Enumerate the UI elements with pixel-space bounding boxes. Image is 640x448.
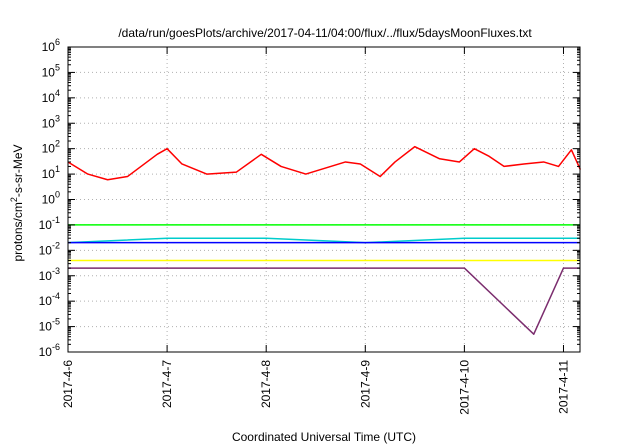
y-tick-exponent: 2 xyxy=(55,139,60,149)
y-axis-label-sup: 2 xyxy=(9,197,19,202)
y-tick-label: 10-1 xyxy=(39,215,60,232)
y-tick-label: 10-5 xyxy=(39,317,60,334)
series-line-5 xyxy=(68,267,581,335)
y-tick-exponent: -1 xyxy=(52,215,60,225)
y-tick-exponent: 3 xyxy=(55,113,60,123)
y-tick-exponent: 5 xyxy=(55,62,60,72)
x-tick-label: 2017-4-10 xyxy=(457,360,471,415)
x-tick-label: 2017-4-7 xyxy=(160,360,174,408)
grid xyxy=(68,47,580,352)
y-tick-label: 103 xyxy=(42,113,60,130)
y-tick-label: 10-6 xyxy=(39,342,60,359)
y-tick-exponent: -6 xyxy=(52,342,60,352)
y-tick-exponent: -4 xyxy=(52,291,60,301)
x-axis-label: Coordinated Universal Time (UTC) xyxy=(232,430,416,444)
y-tick-label: 104 xyxy=(42,88,60,105)
x-tick-label: 2017-4-8 xyxy=(259,360,273,408)
y-tick-exponent: 0 xyxy=(55,190,60,200)
y-axis-label: protons/cm2-s-sr-MeV xyxy=(9,144,25,261)
y-tick-exponent: 1 xyxy=(55,164,60,174)
y-tick-label: 10-2 xyxy=(39,240,60,257)
y-tick-exponent: -2 xyxy=(52,240,60,250)
y-tick-label: 105 xyxy=(42,62,60,79)
chart-title: /data/run/goesPlots/archive/2017-04-11/0… xyxy=(118,26,532,40)
y-tick-label: 10-3 xyxy=(39,266,60,283)
y-tick-label: 106 xyxy=(42,37,60,54)
x-tick-label: 2017-4-9 xyxy=(358,360,372,408)
y-axis-label-rest: -s-sr-MeV xyxy=(11,144,25,197)
x-tick-labels: 2017-4-6 2017-4-7 2017-4-8 2017-4-9 2017-4-1… xyxy=(61,360,570,415)
y-tick-exponent: 6 xyxy=(55,37,60,47)
y-tick-exponent: 4 xyxy=(55,88,60,98)
y-tick-label: 101 xyxy=(42,164,60,181)
y-tick-exponent: -3 xyxy=(52,266,60,276)
y-tick-labels: 10-610-510-410-310-210-11001011021031041… xyxy=(39,37,60,359)
y-tick-label: 10-4 xyxy=(39,291,60,308)
y-tick-exponent: -5 xyxy=(52,317,60,327)
y-tick-label: 100 xyxy=(42,190,60,207)
axes xyxy=(67,46,581,353)
x-tick-label: 2017-4-11 xyxy=(556,360,570,414)
y-tick-label: 102 xyxy=(42,139,60,156)
x-tick-label: 2017-4-6 xyxy=(61,360,75,408)
series-group xyxy=(67,145,582,335)
series-line-0 xyxy=(67,145,582,181)
